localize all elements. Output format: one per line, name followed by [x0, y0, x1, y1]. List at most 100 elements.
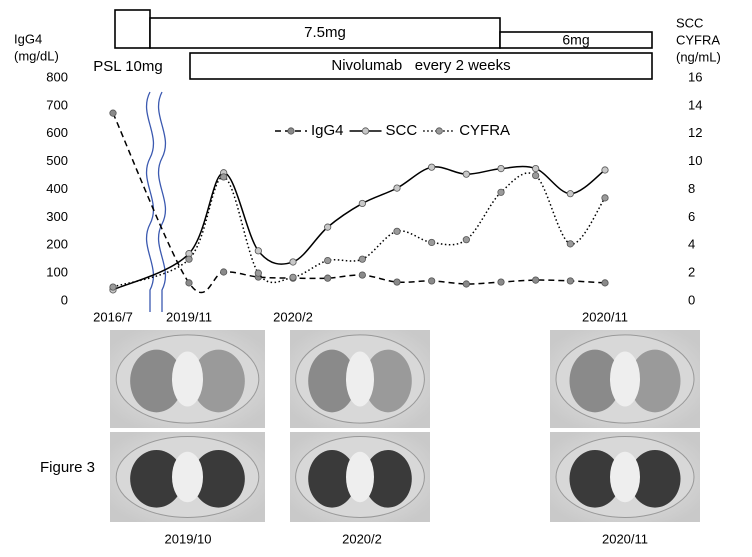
ct-date: 2020/11 — [602, 531, 648, 546]
ct-lung — [192, 450, 245, 508]
y2-tick-label: 2 — [688, 265, 695, 280]
data-point — [601, 166, 609, 174]
dose-box — [499, 31, 653, 49]
x-tick-label: 2020/2 — [273, 309, 313, 324]
data-point — [566, 240, 574, 248]
data-point — [497, 278, 505, 286]
y2-tick-label: 10 — [688, 153, 702, 168]
data-point — [532, 164, 540, 173]
legend-label: SCC — [386, 122, 418, 139]
data-point — [428, 277, 436, 285]
y-tick-label: 500 — [46, 153, 68, 168]
data-point — [254, 247, 262, 255]
legend-marker — [435, 127, 443, 135]
data-point — [109, 283, 117, 291]
data-point — [532, 276, 540, 284]
y-axis-title: (mg/dL) — [14, 48, 59, 63]
axis-break — [157, 91, 167, 312]
data-point — [358, 199, 366, 208]
ct-center — [346, 451, 374, 503]
y-tick-label: 700 — [46, 97, 68, 112]
ct-images — [110, 330, 700, 522]
y2-tick-label: 12 — [688, 125, 702, 140]
dose-label: 7.5mg — [304, 24, 346, 41]
data-point — [428, 163, 436, 171]
figure-label: Figure 3 — [40, 459, 95, 476]
ct-lung — [308, 349, 356, 413]
legend-marker — [361, 127, 370, 135]
dose-box — [149, 17, 501, 49]
y2-tick-label: 0 — [688, 292, 695, 307]
data-point — [289, 273, 297, 281]
data-point — [185, 255, 193, 263]
y2-tick-label: 16 — [688, 69, 702, 84]
data-point — [462, 170, 470, 178]
legend-label: CYFRA — [459, 122, 510, 139]
ct-lung — [308, 450, 356, 508]
y-tick-label: 200 — [46, 237, 68, 252]
y2-tick-label: 8 — [688, 181, 695, 196]
y-axis-title: IgG4 — [14, 31, 42, 46]
data-point — [393, 184, 401, 192]
ct-center — [610, 451, 640, 503]
y-tick-label: 300 — [46, 209, 68, 224]
ct-lung — [130, 450, 183, 508]
data-point — [324, 256, 332, 265]
data-point — [428, 238, 436, 247]
y2-tick-label: 4 — [688, 237, 695, 252]
psl-label: PSL 10mg — [93, 58, 163, 75]
x-tick-label: 2016/7 — [93, 309, 133, 324]
data-point — [566, 277, 574, 285]
data-point — [220, 173, 228, 181]
data-point — [220, 268, 228, 276]
data-point — [109, 109, 117, 117]
x-tick-label: 2020/11 — [582, 309, 628, 324]
legend-label: IgG4 — [311, 122, 344, 139]
data-point — [601, 194, 609, 202]
nivolumab-box — [189, 52, 653, 80]
data-point — [601, 279, 609, 287]
ct-lung — [364, 450, 412, 508]
series-line — [112, 172, 606, 288]
ct-center — [172, 451, 203, 503]
y-tick-label: 600 — [46, 125, 68, 140]
dose-label: 6mg — [562, 32, 589, 48]
y-tick-label: 800 — [46, 69, 68, 84]
data-point — [324, 223, 332, 231]
y2-tick-label: 14 — [688, 97, 702, 112]
y2-tick-label: 6 — [688, 209, 695, 224]
data-point — [393, 227, 401, 235]
data-point — [324, 274, 332, 282]
series-line — [112, 165, 606, 291]
data-point — [254, 269, 262, 277]
y-tick-label: 400 — [46, 181, 68, 196]
data-point — [393, 278, 401, 286]
ct-date: 2020/2 — [342, 531, 382, 546]
axis-break — [145, 91, 155, 312]
ct-lung — [569, 450, 621, 508]
y2-axis-title: (ng/mL) — [676, 49, 721, 64]
data-point — [497, 188, 505, 196]
data-point — [185, 279, 193, 287]
y-tick-label: 0 — [61, 292, 68, 307]
ct-lung — [192, 349, 245, 413]
data-point — [566, 190, 574, 198]
data-point — [497, 164, 505, 173]
ct-center — [610, 351, 640, 407]
ct-center — [172, 351, 203, 407]
ct-lung — [130, 349, 183, 413]
legend-marker — [287, 127, 295, 135]
ct-lung — [569, 349, 621, 413]
y-tick-label: 100 — [46, 265, 68, 280]
data-point — [532, 171, 540, 180]
ct-center — [346, 351, 374, 407]
ct-date: 2019/10 — [165, 531, 212, 546]
x-tick-label: 2019/11 — [166, 309, 212, 324]
y2-axis-title: CYFRA — [676, 32, 720, 47]
data-point — [462, 280, 470, 288]
data-point — [289, 258, 297, 266]
nivolumab-label: Nivolumab every 2 weeks — [331, 57, 510, 74]
psl-box — [114, 9, 151, 49]
data-point — [358, 271, 366, 279]
